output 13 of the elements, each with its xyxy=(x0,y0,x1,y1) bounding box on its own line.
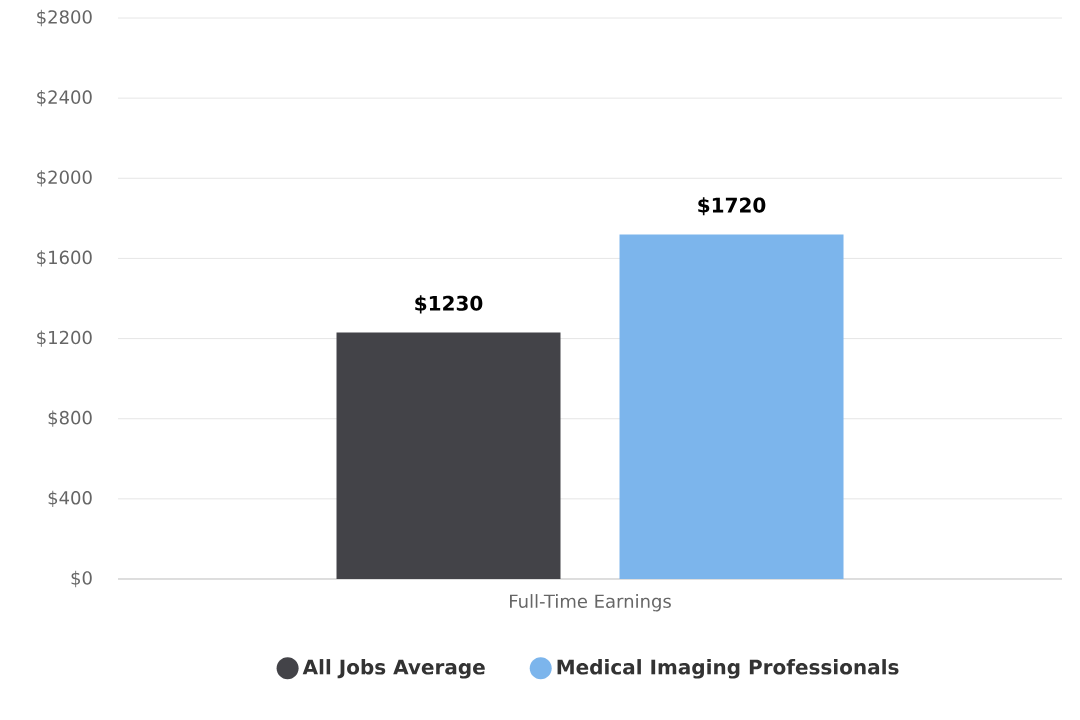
y-tick-label: $0 xyxy=(71,570,92,588)
x-tick-label: Full-Time Earnings xyxy=(510,594,671,612)
legend-label: Medical Imaging Professionals xyxy=(557,659,899,679)
legend-label: All Jobs Average xyxy=(302,659,485,679)
data-label: $1720 xyxy=(698,197,766,216)
y-tick-label: $2800 xyxy=(37,9,92,27)
data-label: $1230 xyxy=(415,295,483,314)
y-tick-label: $1600 xyxy=(37,250,92,267)
y-tick-label: $800 xyxy=(48,410,92,427)
y-tick-label: $2000 xyxy=(37,170,92,187)
y-tick-label: $1200 xyxy=(37,330,92,347)
y-tick-label: $2400 xyxy=(37,89,92,107)
y-tick-label: $400 xyxy=(48,490,92,508)
